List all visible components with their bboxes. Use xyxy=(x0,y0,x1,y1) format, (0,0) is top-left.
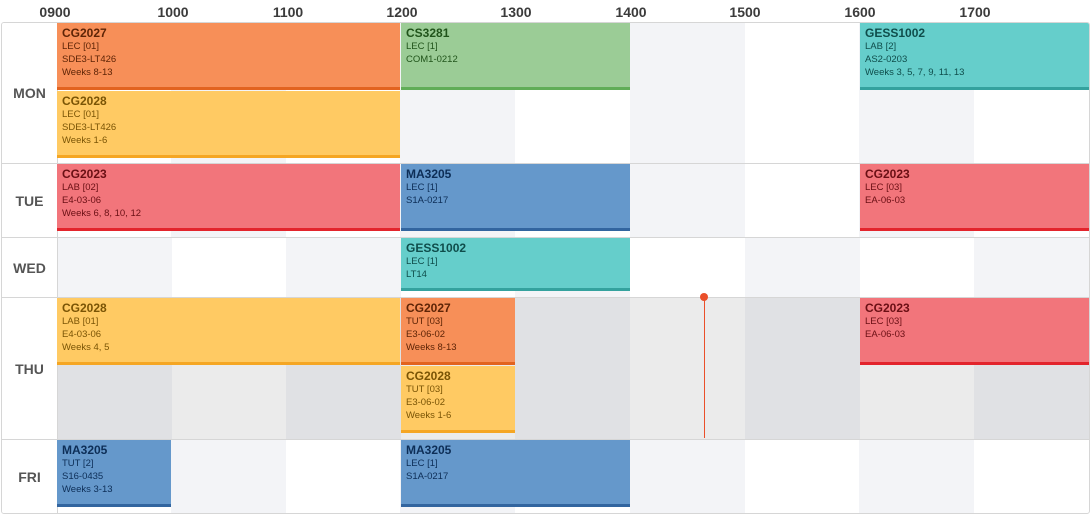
module-code: CG2023 xyxy=(865,167,910,181)
day-label-wed: WED xyxy=(2,238,58,297)
lesson-venue: LT14 xyxy=(406,269,427,280)
lesson-venue: S1A-0217 xyxy=(406,195,449,206)
timetable-grid: MON CG2027 LEC [01] SDE3-LT426 Weeks 8-1… xyxy=(1,22,1090,514)
lesson-cell[interactable]: CG2028 TUT [03] E3-06-02 Weeks 1-6 xyxy=(401,366,515,433)
lesson-cell[interactable]: CG2028 LEC [01] SDE3-LT426 Weeks 1-6 xyxy=(57,91,400,158)
module-code: GESS1002 xyxy=(406,241,467,255)
lesson-weeks: Weeks 3-13 xyxy=(62,484,113,495)
lesson-type: LAB [02] xyxy=(62,182,99,193)
lesson-venue: EA-06-03 xyxy=(865,329,906,340)
module-code: CG2023 xyxy=(62,167,107,181)
day-label-mon: MON xyxy=(2,23,58,163)
lesson-weeks: Weeks 8-13 xyxy=(62,67,113,78)
module-code: CS3281 xyxy=(406,26,450,40)
lesson-cell[interactable]: CG2028 LAB [01] E4-03-06 Weeks 4, 5 xyxy=(57,298,400,365)
lesson-venue: S1A-0217 xyxy=(406,471,449,482)
lesson-cell[interactable]: CG2027 TUT [03] E3-06-02 Weeks 8-13 xyxy=(401,298,515,365)
lesson-cell[interactable]: GESS1002 LAB [2] AS2-0203 Weeks 3, 5, 7,… xyxy=(860,23,1089,90)
lesson-venue: S16-0435 xyxy=(62,471,104,482)
lesson-venue: SDE3-LT426 xyxy=(62,54,117,65)
time-header: 0900 1000 1100 1200 1300 1400 1500 1600 … xyxy=(0,0,1090,22)
lesson-venue: EA-06-03 xyxy=(865,195,906,206)
lesson-cell[interactable]: CG2023 LAB [02] E4-03-06 Weeks 6, 8, 10,… xyxy=(57,164,400,231)
time-label: 1000 xyxy=(157,4,189,20)
lesson-venue: E4-03-06 xyxy=(62,329,102,340)
module-code: GESS1002 xyxy=(865,26,926,40)
day-row-fri: FRI MA3205 TUT [2] S16-0435 Weeks 3-13 M… xyxy=(2,440,1089,513)
lesson-venue: AS2-0203 xyxy=(865,54,908,65)
lesson-venue: E4-03-06 xyxy=(62,195,102,206)
day-label-fri: FRI xyxy=(2,440,58,513)
lesson-cell[interactable]: MA3205 TUT [2] S16-0435 Weeks 3-13 xyxy=(57,440,171,507)
time-label: 1300 xyxy=(500,4,532,20)
lesson-venue: COM1-0212 xyxy=(406,54,458,65)
day-label-thu: THU xyxy=(2,298,58,439)
lesson-venue: SDE3-LT426 xyxy=(62,122,117,133)
lesson-venue: E3-06-02 xyxy=(406,329,446,340)
lesson-cell[interactable]: CG2023 LEC [03] EA-06-03 xyxy=(860,298,1089,365)
module-code: CG2028 xyxy=(62,301,107,315)
time-label: 1100 xyxy=(272,4,304,20)
day-row-mon: MON CG2027 LEC [01] SDE3-LT426 Weeks 8-1… xyxy=(2,23,1089,164)
lesson-type: TUT [2] xyxy=(62,458,94,469)
day-label-tue: TUE xyxy=(2,164,58,237)
day-row-wed: WED GESS1002 LEC [1] LT14 xyxy=(2,238,1089,298)
lesson-type: LEC [01] xyxy=(62,41,99,52)
current-time-line xyxy=(704,297,705,438)
day-row-tue: TUE CG2023 LAB [02] E4-03-06 Weeks 6, 8,… xyxy=(2,164,1089,238)
module-code: MA3205 xyxy=(406,443,452,457)
lesson-type: LEC [1] xyxy=(406,256,438,267)
time-label: 1500 xyxy=(729,4,761,20)
module-code: MA3205 xyxy=(62,443,108,457)
time-label: 1200 xyxy=(386,4,418,20)
module-code: CG2028 xyxy=(406,369,451,383)
lesson-weeks: Weeks 6, 8, 10, 12 xyxy=(62,208,142,219)
lesson-type: LEC [1] xyxy=(406,41,438,52)
lesson-type: LAB [01] xyxy=(62,316,99,327)
lesson-type: LEC [03] xyxy=(865,316,902,327)
lesson-weeks: Weeks 1-6 xyxy=(62,135,108,146)
current-time-dot xyxy=(700,293,708,301)
lesson-cell[interactable]: CG2023 LEC [03] EA-06-03 xyxy=(860,164,1089,231)
lesson-cell[interactable]: GESS1002 LEC [1] LT14 xyxy=(401,238,630,291)
time-label: 1400 xyxy=(615,4,647,20)
lesson-type: LEC [01] xyxy=(62,109,99,120)
lesson-weeks: Weeks 3, 5, 7, 9, 11, 13 xyxy=(865,67,965,78)
lesson-weeks: Weeks 8-13 xyxy=(406,342,457,353)
lesson-type: TUT [03] xyxy=(406,316,443,327)
module-code: CG2028 xyxy=(62,94,107,108)
module-code: CG2027 xyxy=(62,26,107,40)
lesson-type: LEC [1] xyxy=(406,458,438,469)
lesson-type: LEC [1] xyxy=(406,182,438,193)
time-label: 1700 xyxy=(959,4,991,20)
lesson-type: TUT [03] xyxy=(406,384,443,395)
lesson-type: LAB [2] xyxy=(865,41,897,52)
lesson-weeks: Weeks 4, 5 xyxy=(62,342,110,353)
time-label: 1600 xyxy=(844,4,876,20)
lesson-cell[interactable]: MA3205 LEC [1] S1A-0217 xyxy=(401,440,630,507)
day-row-thu: THU CG2028 LAB [01] E4-03-06 Weeks 4, 5 … xyxy=(2,298,1089,440)
lesson-cell[interactable]: CG2027 LEC [01] SDE3-LT426 Weeks 8-13 xyxy=(57,23,400,90)
lesson-weeks: Weeks 1-6 xyxy=(406,410,452,421)
lesson-venue: E3-06-02 xyxy=(406,397,446,408)
lesson-cell[interactable]: CS3281 LEC [1] COM1-0212 xyxy=(401,23,630,90)
lesson-cell[interactable]: MA3205 LEC [1] S1A-0217 xyxy=(401,164,630,231)
module-code: CG2027 xyxy=(406,301,451,315)
time-label: 0900 xyxy=(39,4,71,20)
module-code: MA3205 xyxy=(406,167,452,181)
lesson-type: LEC [03] xyxy=(865,182,902,193)
module-code: CG2023 xyxy=(865,301,910,315)
